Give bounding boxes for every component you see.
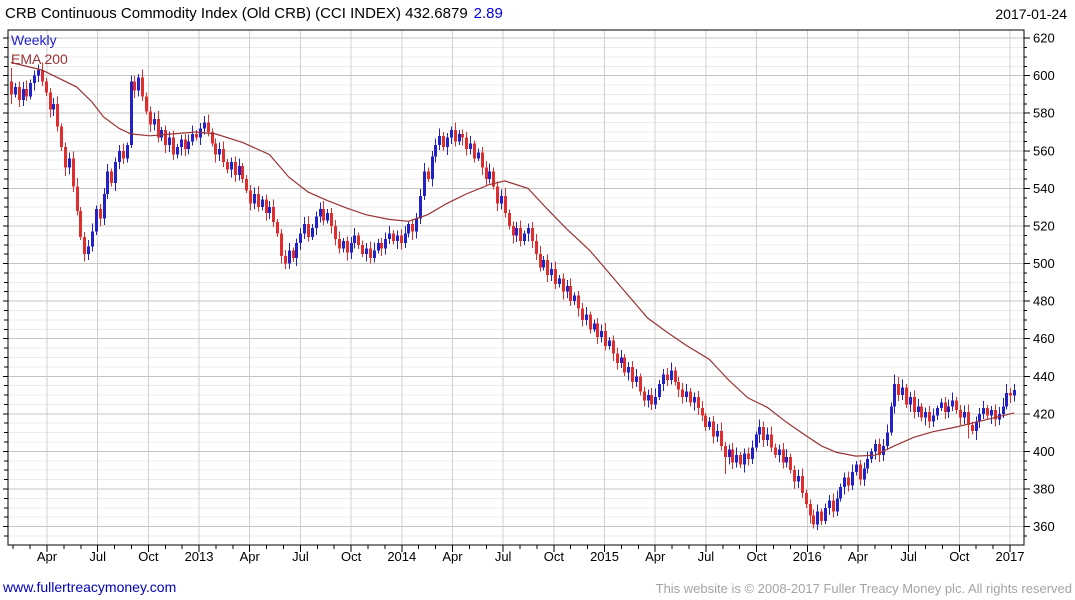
price-chart: 360 380 400 420 440 460 480 500 520 540 560 580 600 6…	[3, 29, 1055, 564]
svg-text:Apr: Apr	[37, 549, 58, 564]
ema-line	[10, 61, 1015, 457]
title-bar: CRB Continuous Commodity Index (Old CRB)…	[0, 0, 1075, 28]
svg-text:Oct: Oct	[746, 549, 767, 564]
footer-link[interactable]: www.fullertreacymoney.com	[3, 579, 177, 595]
svg-text:Jul: Jul	[900, 549, 917, 564]
gridlines-major	[8, 37, 1024, 528]
svg-text:Apr: Apr	[645, 549, 666, 564]
svg-text:Jul: Jul	[292, 549, 309, 564]
svg-text:Jul: Jul	[495, 549, 512, 564]
svg-text:Oct: Oct	[544, 549, 565, 564]
chart-date: 2017-01-24	[995, 6, 1067, 22]
chart-area: 360 380 400 420 440 460 480 500 520 540 560 580 600 6…	[3, 29, 1055, 564]
svg-text:380: 380	[1033, 482, 1055, 497]
svg-text:580: 580	[1033, 106, 1055, 121]
plot-border	[7, 29, 1025, 546]
candlestick-series	[10, 62, 1016, 531]
last-change: 2.89	[473, 5, 503, 22]
svg-text:2014: 2014	[387, 549, 416, 564]
svg-text:500: 500	[1033, 256, 1055, 271]
svg-text:Oct: Oct	[138, 549, 159, 564]
footer-copyright: This website is © 2008-2017 Fuller Treac…	[655, 581, 1072, 596]
svg-text:600: 600	[1033, 68, 1055, 83]
svg-text:400: 400	[1033, 444, 1055, 459]
gridlines-vertical	[46, 30, 1011, 545]
svg-text:360: 360	[1033, 519, 1055, 534]
svg-text:540: 540	[1033, 181, 1055, 196]
svg-text:Jul: Jul	[89, 549, 106, 564]
svg-text:440: 440	[1033, 369, 1055, 384]
svg-text:560: 560	[1033, 143, 1055, 158]
page-title: CRB Continuous Commodity Index (Old CRB)…	[5, 5, 503, 22]
svg-text:2013: 2013	[185, 549, 214, 564]
axis-ticks	[3, 37, 1030, 552]
ema-label: EMA 200	[11, 51, 68, 67]
svg-text:Oct: Oct	[949, 549, 970, 564]
y-axis-labels: 360 380 400 420 440 460 480 500 520 540 560 580 600 6…	[1033, 31, 1055, 535]
svg-text:460: 460	[1033, 331, 1055, 346]
svg-text:480: 480	[1033, 294, 1055, 309]
svg-text:Apr: Apr	[240, 549, 261, 564]
svg-text:2015: 2015	[590, 549, 619, 564]
instrument-title: CRB Continuous Commodity Index (Old CRB)…	[5, 5, 468, 22]
svg-text:2017: 2017	[996, 549, 1025, 564]
svg-text:520: 520	[1033, 218, 1055, 233]
svg-text:420: 420	[1033, 406, 1055, 421]
timeframe-label: Weekly	[11, 32, 57, 48]
svg-text:Apr: Apr	[848, 549, 869, 564]
svg-text:Jul: Jul	[698, 549, 715, 564]
svg-text:Apr: Apr	[442, 549, 463, 564]
svg-text:620: 620	[1033, 31, 1055, 46]
svg-text:Oct: Oct	[341, 549, 362, 564]
svg-text:2016: 2016	[793, 549, 822, 564]
x-axis-labels: Apr Jul Oct 2013 Apr Jul Oct 2014 Apr Jul Oct 2015 A…	[37, 549, 1025, 564]
